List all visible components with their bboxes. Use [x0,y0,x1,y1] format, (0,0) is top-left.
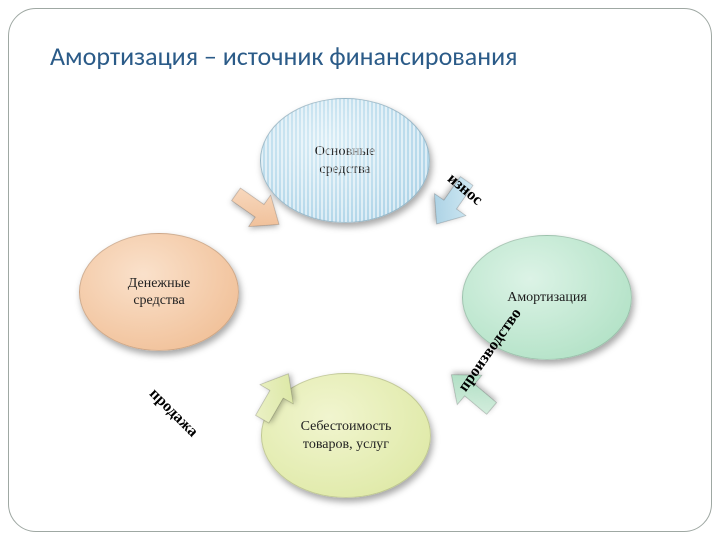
node-label: Амортизация [499,289,595,307]
node-cash: Денежные средства [79,233,239,351]
diagram-stage: Основные средства Амортизация Себестоимост… [0,0,720,540]
node-label: Себестоимость товаров, услуг [293,418,400,453]
node-label: Денежные средства [120,275,198,310]
edge-label-prod: продажа [145,385,201,441]
node-label: Основные средства [307,143,384,178]
